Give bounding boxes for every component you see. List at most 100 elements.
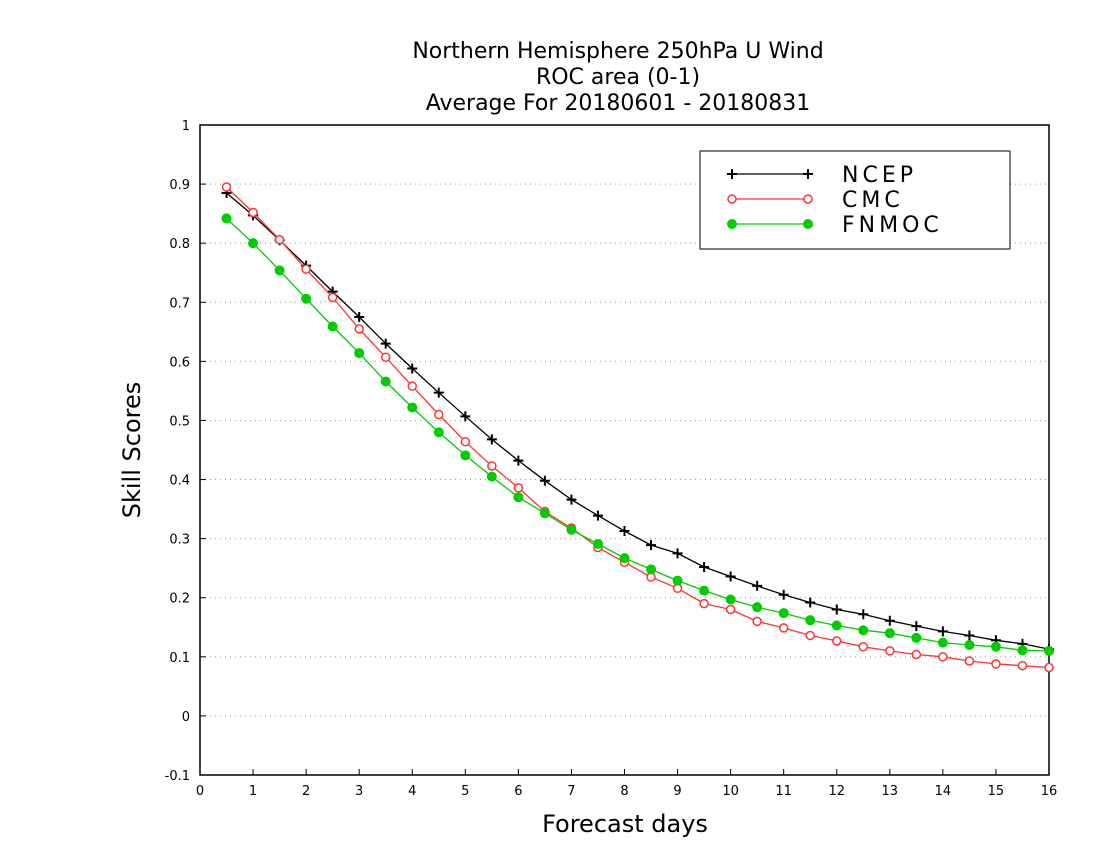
x-tick-label: 0: [196, 784, 204, 799]
data-point-cmc: [407, 381, 417, 391]
x-tick-label: 9: [673, 784, 681, 799]
y-tick-label: 0.4: [169, 474, 190, 489]
x-tick-label: 7: [567, 784, 575, 799]
x-tick-label: 6: [514, 784, 522, 799]
legend-marker-ncep: [727, 169, 737, 179]
legend-label-fnmoc: FNMOC: [842, 213, 943, 238]
data-point-cmc: [513, 483, 524, 493]
data-point-cmc: [832, 636, 842, 646]
data-point-cmc: [1017, 660, 1028, 671]
y-tick-label: 0.3: [169, 533, 190, 548]
data-point-ncep: [407, 363, 418, 374]
legend-marker-fnmoc: [727, 219, 737, 229]
data-point-fnmoc: [805, 615, 816, 626]
series-cmc: [221, 182, 1054, 673]
y-tick-label: 0.1: [169, 651, 190, 666]
data-point-ncep: [566, 494, 577, 505]
data-point-cmc: [911, 649, 922, 660]
data-point-fnmoc: [327, 321, 338, 332]
data-point-ncep: [592, 510, 603, 521]
data-point-fnmoc: [433, 427, 444, 438]
data-point-ncep: [646, 540, 657, 551]
data-point-fnmoc: [937, 637, 948, 648]
y-tick-label: 0: [182, 710, 190, 725]
data-point-ncep: [619, 525, 630, 536]
legend-label-ncep: NCEP: [842, 163, 917, 188]
data-point-fnmoc: [354, 348, 365, 359]
data-point-cmc: [434, 409, 444, 420]
x-tick-label: 5: [461, 784, 469, 799]
data-point-fnmoc: [646, 564, 657, 575]
data-point-ncep: [752, 580, 763, 591]
data-point-fnmoc: [964, 640, 975, 650]
data-point-fnmoc: [778, 608, 789, 619]
data-point-cmc: [460, 436, 471, 447]
data-point-cmc: [354, 324, 364, 334]
data-point-fnmoc: [274, 265, 285, 276]
data-point-fnmoc: [911, 632, 922, 643]
data-point-fnmoc: [301, 293, 312, 304]
data-point-ncep: [778, 589, 789, 600]
legend-marker-cmc: [727, 194, 737, 204]
data-point-cmc: [725, 604, 736, 615]
data-point-fnmoc: [619, 553, 630, 564]
x-tick-label: 16: [1041, 784, 1058, 799]
axis-ticks: -0.100.10.20.30.40.50.60.70.80.910 1 2 3 4 5 6…: [165, 119, 1058, 799]
y-tick-label: 0.5: [169, 414, 190, 429]
legend-label-cmc: CMC: [842, 188, 904, 213]
x-tick-label: 4: [408, 784, 416, 799]
chart-title-line-3: Average For 20180601 - 20180831: [426, 91, 811, 116]
data-point-ncep: [672, 548, 683, 559]
legend-marker-ncep: [803, 169, 813, 179]
data-point-fnmoc: [699, 585, 710, 596]
x-tick-label: 14: [935, 784, 952, 799]
y-axis-label: Skill Scores: [118, 382, 146, 519]
series-line-ncep: [226, 192, 1050, 650]
legend-marker-fnmoc: [803, 219, 813, 229]
data-point-fnmoc: [566, 524, 577, 535]
data-point-fnmoc: [539, 508, 550, 519]
data-point-cmc: [778, 623, 789, 633]
data-point-cmc: [991, 659, 1001, 669]
data-point-cmc: [1044, 662, 1054, 673]
x-tick-label: 10: [722, 784, 739, 799]
data-point-ncep: [539, 475, 550, 486]
x-tick-label: 8: [620, 784, 628, 799]
data-point-cmc: [301, 264, 311, 274]
series-line-fnmoc: [226, 217, 1050, 652]
data-point-ncep: [805, 597, 816, 608]
data-point-ncep: [380, 338, 391, 349]
x-axis-label: Forecast days: [542, 810, 708, 838]
data-point-cmc: [858, 642, 869, 652]
x-tick-label: 1: [249, 784, 257, 799]
data-point-ncep: [699, 562, 710, 572]
y-tick-label: 1: [182, 119, 190, 134]
x-tick-label: 11: [775, 784, 792, 799]
data-point-fnmoc: [460, 450, 471, 461]
x-tick-label: 2: [302, 784, 310, 799]
data-point-fnmoc: [592, 538, 603, 549]
y-tick-label: -0.1: [165, 769, 190, 784]
data-point-ncep: [964, 630, 975, 641]
series-ncep: [221, 187, 1054, 655]
data-point-fnmoc: [752, 602, 763, 613]
y-tick-label: 0.2: [169, 592, 190, 607]
data-point-fnmoc: [221, 213, 232, 224]
data-point-cmc: [248, 207, 258, 218]
x-tick-label: 12: [828, 784, 845, 799]
series: [221, 182, 1054, 673]
x-tick-label: 15: [988, 784, 1005, 799]
data-point-cmc: [885, 646, 895, 656]
data-point-cmc: [752, 616, 762, 627]
data-point-fnmoc: [858, 625, 869, 636]
data-point-cmc: [327, 292, 338, 303]
data-point-cmc: [964, 656, 975, 666]
data-point-fnmoc: [1044, 645, 1054, 656]
data-point-cmc: [221, 182, 232, 192]
y-tick-label: 0.9: [169, 178, 190, 193]
chart-title-line-2: ROC area (0-1): [536, 65, 700, 90]
data-point-cmc: [699, 598, 709, 609]
data-point-fnmoc: [672, 575, 683, 586]
data-point-fnmoc: [1017, 645, 1028, 656]
